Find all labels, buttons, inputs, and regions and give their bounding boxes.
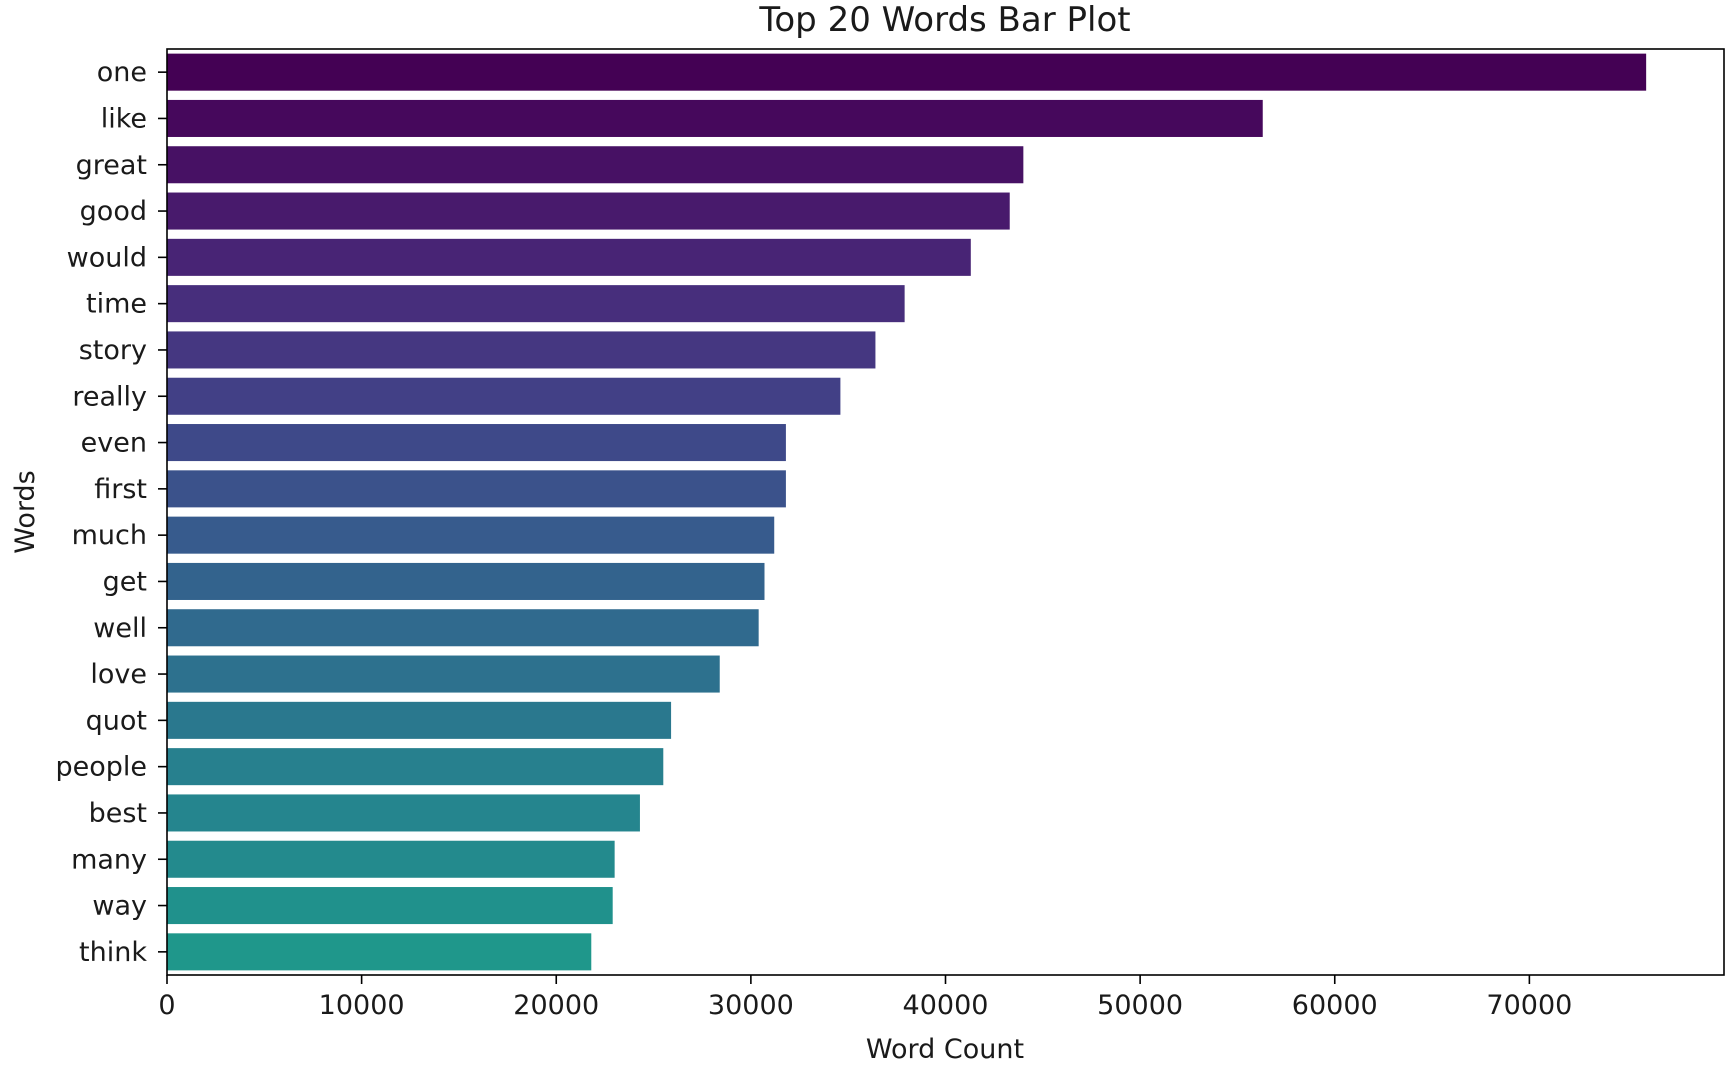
- y-tick-label-good: good: [80, 196, 147, 227]
- bar-much: [167, 516, 775, 554]
- x-tick-label-20000: 20000: [513, 990, 599, 1021]
- bar-good: [167, 192, 1010, 230]
- y-tick-label-much: much: [72, 520, 147, 551]
- x-tick-label-0: 0: [158, 990, 175, 1021]
- y-tick-label-first: first: [94, 474, 147, 505]
- bar-well: [167, 609, 759, 647]
- bar-one: [167, 53, 1647, 91]
- y-tick-label-get: get: [103, 566, 147, 597]
- y-tick-label-like: like: [101, 103, 147, 134]
- bars-layer: [167, 53, 1647, 971]
- y-axis-ticks: one like great good would time story really even…: [55, 57, 167, 968]
- y-tick-label-best: best: [89, 798, 147, 829]
- y-tick-label-people: people: [55, 752, 147, 783]
- x-tick-label-70000: 70000: [1486, 990, 1572, 1021]
- bar-like: [167, 99, 1263, 137]
- bar-quot: [167, 701, 672, 739]
- x-tick-label-40000: 40000: [903, 990, 989, 1021]
- y-tick-label-even: even: [81, 428, 147, 459]
- x-tick-label-10000: 10000: [319, 990, 405, 1021]
- bar-time: [167, 285, 905, 323]
- y-tick-label-great: great: [76, 150, 147, 181]
- x-axis-label: Word Count: [866, 1034, 1024, 1065]
- chart-title: Top 20 Words Bar Plot: [758, 0, 1130, 40]
- bar-think: [167, 933, 592, 971]
- bar-way: [167, 887, 613, 925]
- bar-would: [167, 238, 971, 276]
- y-tick-label-way: way: [92, 891, 147, 922]
- bar-great: [167, 146, 1024, 184]
- y-tick-label-would: would: [67, 242, 147, 273]
- y-tick-label-time: time: [86, 289, 147, 320]
- bar-story: [167, 331, 876, 369]
- bar-get: [167, 562, 765, 600]
- x-axis-ticks: 0 10000 20000 30000 40000 50000 60000 70000: [158, 975, 1572, 1021]
- y-tick-label-many: many: [71, 844, 147, 875]
- bar-many: [167, 840, 615, 878]
- bar-even: [167, 424, 786, 462]
- y-tick-label-quot: quot: [86, 705, 147, 736]
- bar-best: [167, 794, 640, 832]
- y-tick-label-one: one: [97, 57, 147, 88]
- bar-people: [167, 748, 664, 786]
- y-tick-label-story: story: [79, 335, 147, 366]
- x-tick-label-50000: 50000: [1097, 990, 1183, 1021]
- x-tick-label-60000: 60000: [1292, 990, 1378, 1021]
- x-tick-label-30000: 30000: [708, 990, 794, 1021]
- y-tick-label-really: really: [72, 381, 147, 412]
- y-tick-label-well: well: [93, 613, 147, 644]
- bar-love: [167, 655, 720, 693]
- plot-frame: [166, 48, 1725, 976]
- bar-first: [167, 470, 786, 508]
- y-axis-label: Words: [10, 470, 41, 553]
- y-tick-label-think: think: [79, 937, 147, 968]
- y-tick-label-love: love: [90, 659, 147, 690]
- bar-really: [167, 377, 841, 415]
